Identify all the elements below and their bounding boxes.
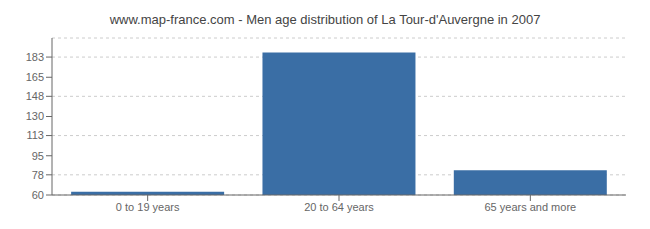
svg-text:148: 148 [26, 90, 44, 102]
svg-text:65 years and more: 65 years and more [484, 201, 576, 213]
svg-text:0 to 19 years: 0 to 19 years [116, 201, 180, 213]
svg-text:130: 130 [26, 110, 44, 122]
svg-text:78: 78 [32, 169, 44, 181]
svg-text:165: 165 [26, 71, 44, 83]
svg-text:113: 113 [26, 129, 44, 141]
svg-text:183: 183 [26, 51, 44, 63]
svg-text:60: 60 [32, 189, 44, 201]
svg-text:20 to 64 years: 20 to 64 years [304, 201, 374, 213]
html-text:www.map-france.com - Men age d: www.map-france.com - Men age distributio… [109, 12, 541, 27]
svg-text:95: 95 [32, 150, 44, 162]
